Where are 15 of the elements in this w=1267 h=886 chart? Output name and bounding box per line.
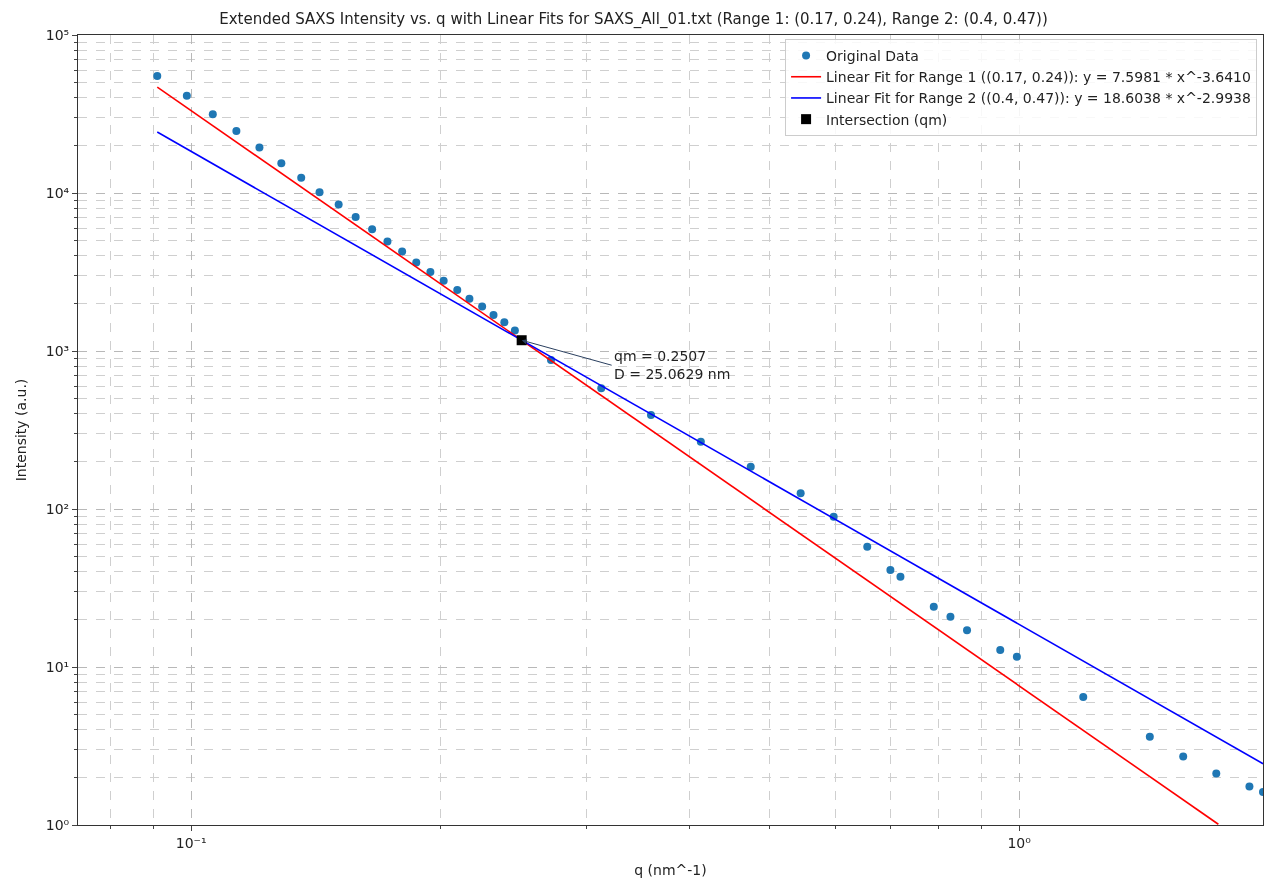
y-tick-label: 10⁵: [45, 26, 70, 43]
legend-label: Linear Fit for Range 2 ((0.4, 0.47)): y = 18.6038 * x^-2.9938: [826, 90, 1251, 107]
x-axis-title: q (nm^-1): [634, 862, 707, 879]
y-tick-label: 10¹: [45, 658, 70, 675]
y-tick-label: 10⁰: [45, 816, 70, 833]
legend-label: Linear Fit for Range 1 ((0.17, 0.24)): y = 7.5981 * x^-3.6410: [826, 69, 1251, 86]
legend-label: Original Data: [826, 48, 919, 65]
y-axis-title: Intensity (a.u.): [13, 378, 30, 482]
y-tick-label: 10²: [45, 500, 70, 517]
y-tick-label: 10³: [45, 342, 70, 359]
legend-label: Intersection (qm): [826, 111, 948, 128]
y-tick-label: 10⁴: [45, 184, 70, 201]
annotation: qm = 0.2507 D = 25.0629 nm: [614, 348, 731, 383]
chart-title: Extended SAXS Intensity vs. q with Linear Fits for SAXS_All_01.txt (Range 1: (0.17, 0.24), Range 2: (0.4, 0.47)): [219, 9, 1048, 29]
x-tick-label: 10⁻¹: [175, 834, 207, 851]
